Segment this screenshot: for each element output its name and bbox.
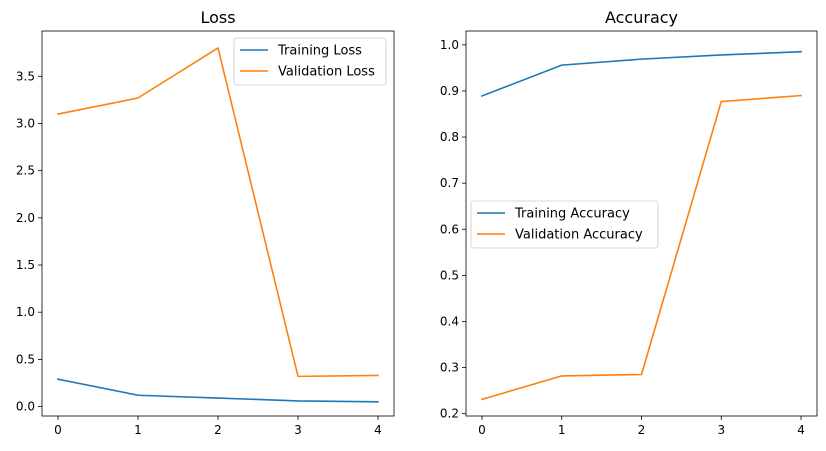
accuracy-y-tick-label: 1.0 [440,38,459,52]
loss-y-tick-label: 1.5 [16,258,35,272]
loss-x-tick-label: 4 [374,423,382,437]
accuracy-panel: Accuracy 0 1 2 3 4 0.2 0.3 0.4 0.5 0.6 0.7 0.8 0.9 1.0… [440,8,818,437]
training-accuracy-line [480,50,802,98]
accuracy-y-tick-label: 0.7 [440,176,459,190]
loss-x-tick-label: 1 [134,423,142,437]
loss-legend-box [233,37,387,86]
accuracy-y-tick-label: 0.8 [440,130,459,144]
accuracy-chart-title: Accuracy [605,8,678,27]
loss-y-tick-label: 1.0 [16,305,35,319]
accuracy-legend: Training Accuracy Validation Accuracy [470,200,659,249]
accuracy-y-tick-label: 0.2 [440,407,459,421]
accuracy-x-tick-label: 1 [558,423,566,437]
training-accuracy-legend-label: Training Accuracy [514,207,630,222]
training-loss-line [57,378,379,403]
accuracy-y-tick-label: 0.6 [440,222,459,236]
validation-accuracy-line [480,94,802,401]
loss-panel: Loss 0 1 2 3 4 0.0 0.5 1.0 1.5 2.0 2.5 3.0 3.5 Trainin… [16,8,395,437]
accuracy-legend-box [470,200,659,249]
accuracy-x-tick-label: 4 [797,423,805,437]
accuracy-y-tick-label: 0.9 [440,84,459,98]
loss-chart-title: Loss [200,8,235,27]
accuracy-x-tick-label: 0 [478,423,486,437]
validation-loss-legend-label: Validation Loss [278,65,375,80]
loss-y-tick-label: 3.0 [16,116,35,130]
loss-x-tick-label: 2 [214,423,222,437]
loss-x-tick-label: 0 [54,423,62,437]
accuracy-y-tick-label: 0.4 [440,314,459,328]
training-loss-legend-label: Training Loss [277,44,362,59]
loss-y-tick-label: 3.5 [16,69,35,83]
loss-y-tick-label: 0.0 [16,400,35,414]
loss-y-tick-label: 2.0 [16,211,35,225]
loss-legend: Training Loss Validation Loss [233,37,387,86]
accuracy-x-tick-label: 2 [638,423,646,437]
accuracy-y-tick-label: 0.5 [440,268,459,282]
validation-accuracy-legend-label: Validation Accuracy [515,228,643,243]
loss-y-tick-label: 2.5 [16,164,35,178]
validation-loss-line [57,47,379,378]
loss-y-tick-label: 0.5 [16,352,35,366]
accuracy-x-tick-label: 3 [717,423,725,437]
loss-x-tick-label: 3 [294,423,302,437]
accuracy-y-tick-label: 0.3 [440,361,459,375]
